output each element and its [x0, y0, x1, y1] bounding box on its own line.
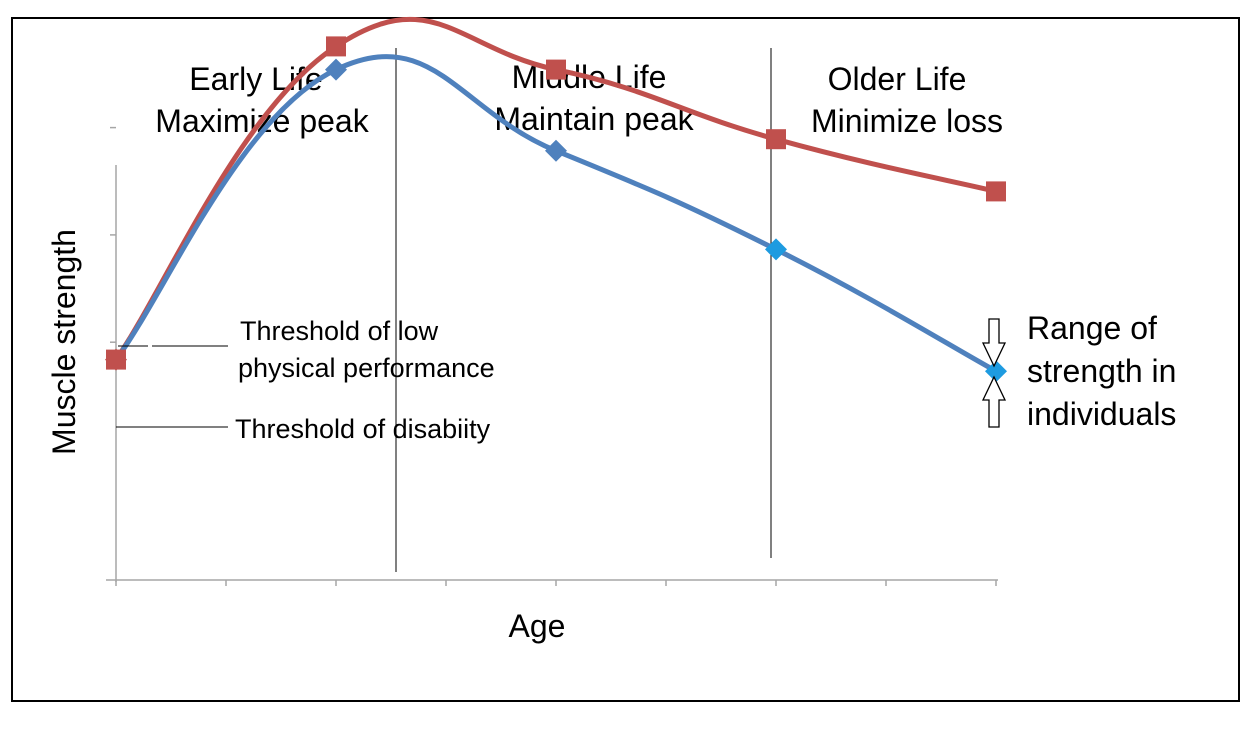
- threshold-low-line1: Threshold of low: [240, 316, 439, 346]
- series-upper-line: [113, 16, 999, 363]
- range-label-line2: strength in: [1027, 353, 1176, 389]
- series-lower-line: [113, 54, 999, 374]
- series-upper-marker-0: [106, 349, 126, 370]
- phase-older-line1: Older Life: [828, 61, 967, 97]
- series-upper-marker-4: [986, 181, 1006, 202]
- range-arrow-up-icon: [981, 375, 1007, 428]
- range-arrow-down-icon: [981, 318, 1007, 368]
- series-markers: [105, 36, 1007, 383]
- series-upper-marker-1: [326, 36, 346, 57]
- series-lower-marker-4: [985, 360, 1007, 383]
- series-lower-marker-1: [325, 58, 347, 81]
- series-lower-marker-2: [545, 139, 567, 162]
- x-axis-label: Age: [509, 608, 566, 644]
- phase-middle-line2: Maintain peak: [494, 101, 694, 137]
- range-label-line1: Range of: [1027, 310, 1157, 346]
- x-ticks: [115, 580, 997, 586]
- phase-older-line2: Minimize loss: [811, 103, 1003, 139]
- series-lower-marker-3: [765, 238, 787, 261]
- range-label-line3: individuals: [1027, 396, 1176, 432]
- y-axis-label: Muscle strength: [46, 229, 82, 455]
- threshold-disability-label: Threshold of disabiity: [235, 414, 491, 444]
- series-upper-marker-3: [766, 129, 786, 150]
- y-ticks: [110, 126, 116, 343]
- threshold-low-line2: physical performance: [238, 353, 495, 383]
- chart-frame: [11, 17, 1240, 702]
- series-upper-marker-2: [546, 59, 566, 80]
